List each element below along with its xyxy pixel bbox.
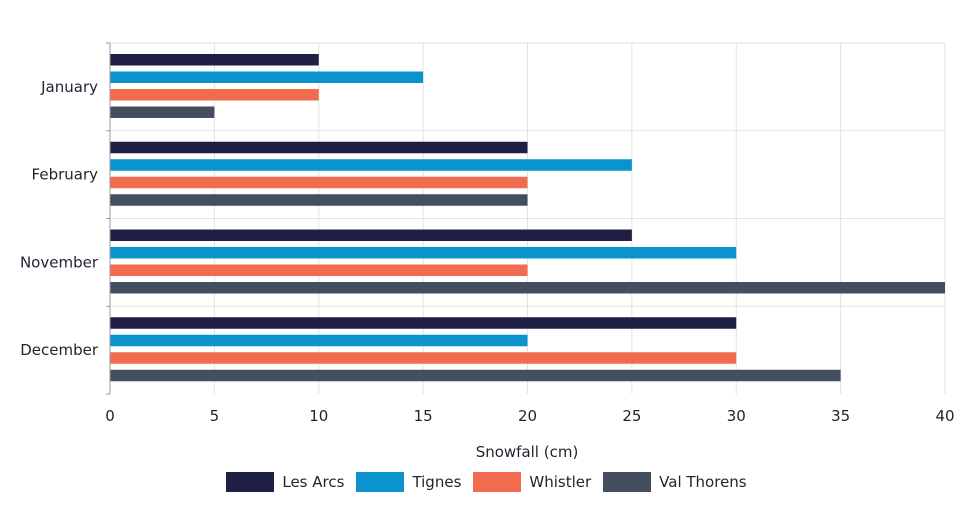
bar-tignes-january [110,71,424,83]
legend-label: Les Arcs [282,473,345,491]
legend-swatch [356,472,405,492]
y-category-labels: January February November December [20,78,99,359]
bar-les-arcs-december [110,317,737,329]
x-tick-label: 30 [727,407,746,425]
y-category-label: January [40,78,98,96]
bar-val-thorens-february [110,194,528,206]
bar-whistler-january [110,89,319,101]
legend-item[interactable]: Tignes [356,472,461,492]
bar-whistler-december [110,352,737,364]
legend-label: Tignes [412,473,462,491]
x-tick-labels: 0 5 10 15 20 25 30 35 40 [105,407,954,425]
bar-whistler-february [110,176,528,189]
legend-swatch [473,472,522,492]
grid-lines [110,42,946,394]
legend-label: Val Thorens [659,473,747,491]
legend-swatch [226,472,275,492]
y-category-label: December [20,341,99,359]
x-axis-title: Snowfall (cm) [476,443,579,461]
legend-item[interactable]: Les Arcs [226,472,344,492]
bar-val-thorens-january [110,106,215,118]
bar-les-arcs-november [110,229,632,241]
legend-label: Whistler [529,473,592,491]
x-tick-label: 25 [622,407,641,425]
x-tick-label: 10 [309,407,328,425]
x-tick-label: 35 [831,407,850,425]
legend: Les Arcs Tignes Whistler Val Thorens [0,472,973,492]
bar-tignes-december [110,334,528,347]
y-category-label: February [32,166,99,184]
bar-les-arcs-january [110,54,319,66]
x-tick-label: 20 [518,407,537,425]
x-tick-label: 40 [935,407,954,425]
x-tick-label: 15 [414,407,433,425]
legend-item[interactable]: Val Thorens [603,472,747,492]
bar-chart: 0 5 10 15 20 25 30 35 40 January February November… [20,42,955,461]
x-tick-label: 5 [210,407,220,425]
bar-val-thorens-november [110,282,945,294]
axes [106,42,111,395]
legend-swatch [603,472,652,492]
y-category-label: November [20,253,99,271]
bar-val-thorens-december [110,369,841,382]
bar-whistler-november [110,264,528,276]
legend-item[interactable]: Whistler [473,472,591,492]
bar-les-arcs-february [110,141,528,154]
x-tick-label: 0 [105,407,115,425]
bar-tignes-november [110,247,737,259]
bars [110,54,945,382]
bar-tignes-february [110,159,632,171]
